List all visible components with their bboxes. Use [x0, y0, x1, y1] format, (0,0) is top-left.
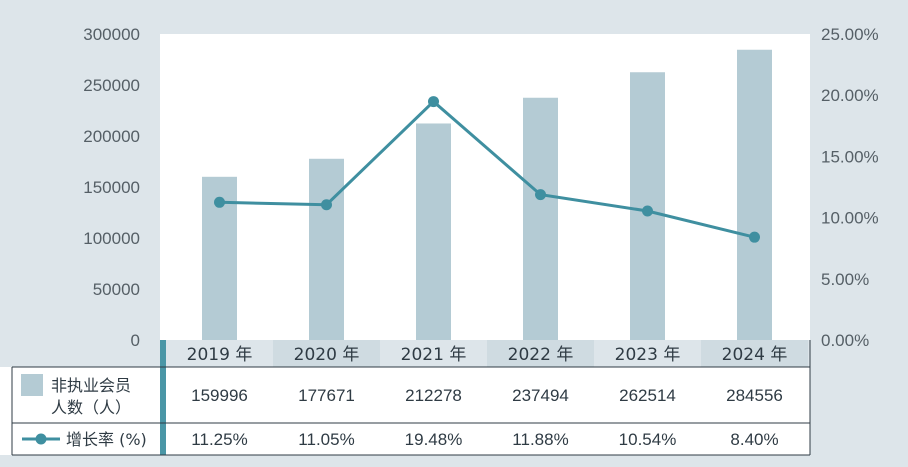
left-axis-tick: 300000 [83, 25, 140, 44]
growth-rate-cell: 8.40% [730, 430, 778, 449]
year-header-cell [273, 340, 380, 367]
right-axis-tick: 0.00% [821, 331, 869, 350]
x-category-label: 2021 年 [401, 345, 467, 365]
year-header-cell [487, 340, 594, 367]
bar-value-cell: 212278 [405, 386, 462, 405]
growth-rate-cell: 19.48% [405, 430, 463, 449]
left-axis-tick: 0 [131, 331, 140, 350]
left-axis-tick: 150000 [83, 178, 140, 197]
legend-line-marker [35, 433, 47, 445]
bar [737, 49, 772, 341]
year-header-cell [166, 340, 273, 367]
year-header-cell [380, 340, 487, 367]
plot-area [160, 34, 810, 340]
right-axis-tick: 5.00% [821, 270, 869, 289]
line-point [214, 196, 225, 208]
line-point [642, 205, 653, 217]
growth-rate-cell: 10.54% [619, 430, 677, 449]
growth-rate-cell: 11.05% [298, 430, 354, 449]
right-axis-tick: 10.00% [821, 209, 879, 228]
year-header-cell [701, 340, 808, 367]
line-point [535, 189, 546, 201]
growth-rate-cell: 11.25% [191, 430, 247, 449]
data-table-body [0, 367, 810, 455]
legend-bar-swatch [21, 374, 43, 396]
left-axis-tick: 200000 [83, 127, 140, 146]
right-axis-tick: 20.00% [821, 86, 879, 105]
bar [416, 123, 451, 340]
legend-bar-label-line1: 非执业会员 [51, 376, 131, 395]
growth-rate-cell: 11.88% [512, 430, 568, 449]
legend-line-label: 增长率 (%) [66, 430, 147, 449]
bar-value-cell: 284556 [726, 386, 783, 405]
x-category-label: 2023 年 [615, 345, 681, 365]
x-category-label: 2019 年 [187, 345, 253, 365]
bar-value-cell: 237494 [512, 386, 569, 405]
bar [523, 97, 558, 340]
growth-rate-line [219, 99, 755, 239]
bar [309, 158, 344, 340]
right-axis-tick: 15.00% [821, 147, 879, 166]
bar-value-cell: 177671 [298, 386, 355, 405]
x-category-label: 2020 年 [294, 345, 360, 365]
right-axis-tick: 25.00% [821, 25, 879, 44]
left-axis-tick: 50000 [93, 280, 140, 299]
legend-bar-label-line2: 人数（人） [51, 398, 131, 417]
bar-value-cell: 262514 [619, 386, 676, 405]
table-accent-strip [160, 340, 166, 455]
year-header-cell [594, 340, 701, 367]
left-axis-tick: 250000 [83, 76, 140, 95]
bar-value-cell: 159996 [191, 386, 248, 405]
x-category-label: 2022 年 [508, 345, 574, 365]
left-axis-tick: 100000 [83, 229, 140, 248]
line-point [321, 199, 332, 211]
x-category-label: 2024 年 [722, 345, 788, 365]
line-point [428, 96, 439, 108]
line-point [749, 231, 760, 243]
